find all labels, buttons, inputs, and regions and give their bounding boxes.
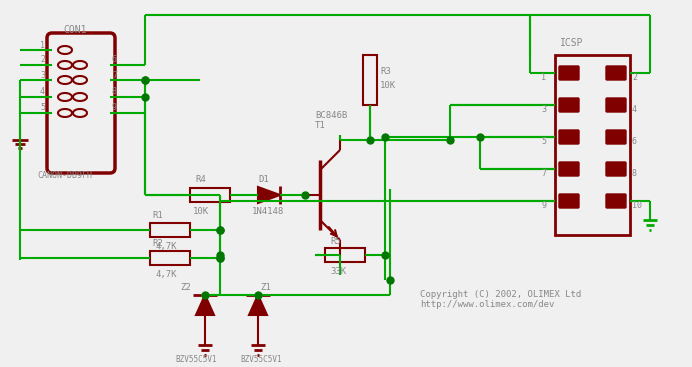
FancyBboxPatch shape	[606, 194, 626, 208]
Text: 7: 7	[541, 168, 546, 178]
FancyBboxPatch shape	[606, 98, 626, 112]
Text: 4,7K: 4,7K	[155, 243, 176, 251]
Text: R1: R1	[152, 211, 163, 221]
Text: 10K: 10K	[193, 207, 209, 215]
Text: R3: R3	[380, 68, 391, 76]
Text: 33K: 33K	[330, 268, 346, 276]
Text: BZV55C5V1: BZV55C5V1	[240, 356, 282, 364]
Text: 4,7K: 4,7K	[155, 270, 176, 280]
Text: D1: D1	[258, 175, 268, 185]
FancyBboxPatch shape	[606, 130, 626, 144]
FancyBboxPatch shape	[559, 98, 579, 112]
Text: BZV55C5V1: BZV55C5V1	[175, 356, 217, 364]
Bar	[190, 188, 230, 202]
Polygon shape	[249, 295, 267, 315]
Text: CANON-DB9FH: CANON-DB9FH	[37, 171, 93, 179]
Text: 2: 2	[632, 73, 637, 81]
Text: 1N4148: 1N4148	[252, 207, 284, 215]
Text: 4: 4	[40, 87, 45, 97]
Text: Z2: Z2	[180, 283, 191, 291]
Text: 5: 5	[541, 137, 546, 145]
Text: T1: T1	[315, 120, 326, 130]
Text: 6: 6	[112, 55, 117, 65]
Text: R2: R2	[152, 240, 163, 248]
Text: CON1: CON1	[63, 25, 86, 35]
Polygon shape	[258, 187, 280, 203]
FancyBboxPatch shape	[559, 194, 579, 208]
Text: 3: 3	[40, 70, 45, 80]
Text: 4: 4	[632, 105, 637, 113]
Text: R4: R4	[195, 175, 206, 185]
FancyBboxPatch shape	[559, 66, 579, 80]
FancyBboxPatch shape	[606, 66, 626, 80]
FancyBboxPatch shape	[559, 162, 579, 176]
Text: 3: 3	[541, 105, 546, 113]
Text: 1: 1	[541, 73, 546, 81]
Text: 6: 6	[632, 137, 637, 145]
Text: 10K: 10K	[380, 80, 396, 90]
Bar	[150, 223, 190, 237]
Text: R5: R5	[330, 236, 340, 246]
Bar	[325, 248, 365, 262]
Polygon shape	[196, 295, 214, 315]
Bar	[555, 55, 630, 235]
Text: 7: 7	[112, 70, 117, 80]
FancyBboxPatch shape	[559, 130, 579, 144]
Text: Z1: Z1	[260, 283, 271, 291]
Bar	[150, 251, 190, 265]
Bar	[363, 55, 377, 105]
Text: ICSP: ICSP	[560, 38, 583, 48]
Text: 10: 10	[632, 200, 642, 210]
Text: Copyright (C) 2002, OLIMEX Ltd
http://www.olimex.com/dev: Copyright (C) 2002, OLIMEX Ltd http://ww…	[420, 290, 581, 309]
Text: 2: 2	[40, 55, 45, 65]
Text: 9: 9	[541, 200, 546, 210]
Text: 8: 8	[112, 87, 117, 97]
FancyBboxPatch shape	[606, 162, 626, 176]
Text: 9: 9	[112, 103, 117, 113]
Text: 8: 8	[632, 168, 637, 178]
Text: BC846B: BC846B	[315, 110, 347, 120]
Text: 5: 5	[40, 103, 45, 113]
Text: 1: 1	[40, 40, 45, 50]
